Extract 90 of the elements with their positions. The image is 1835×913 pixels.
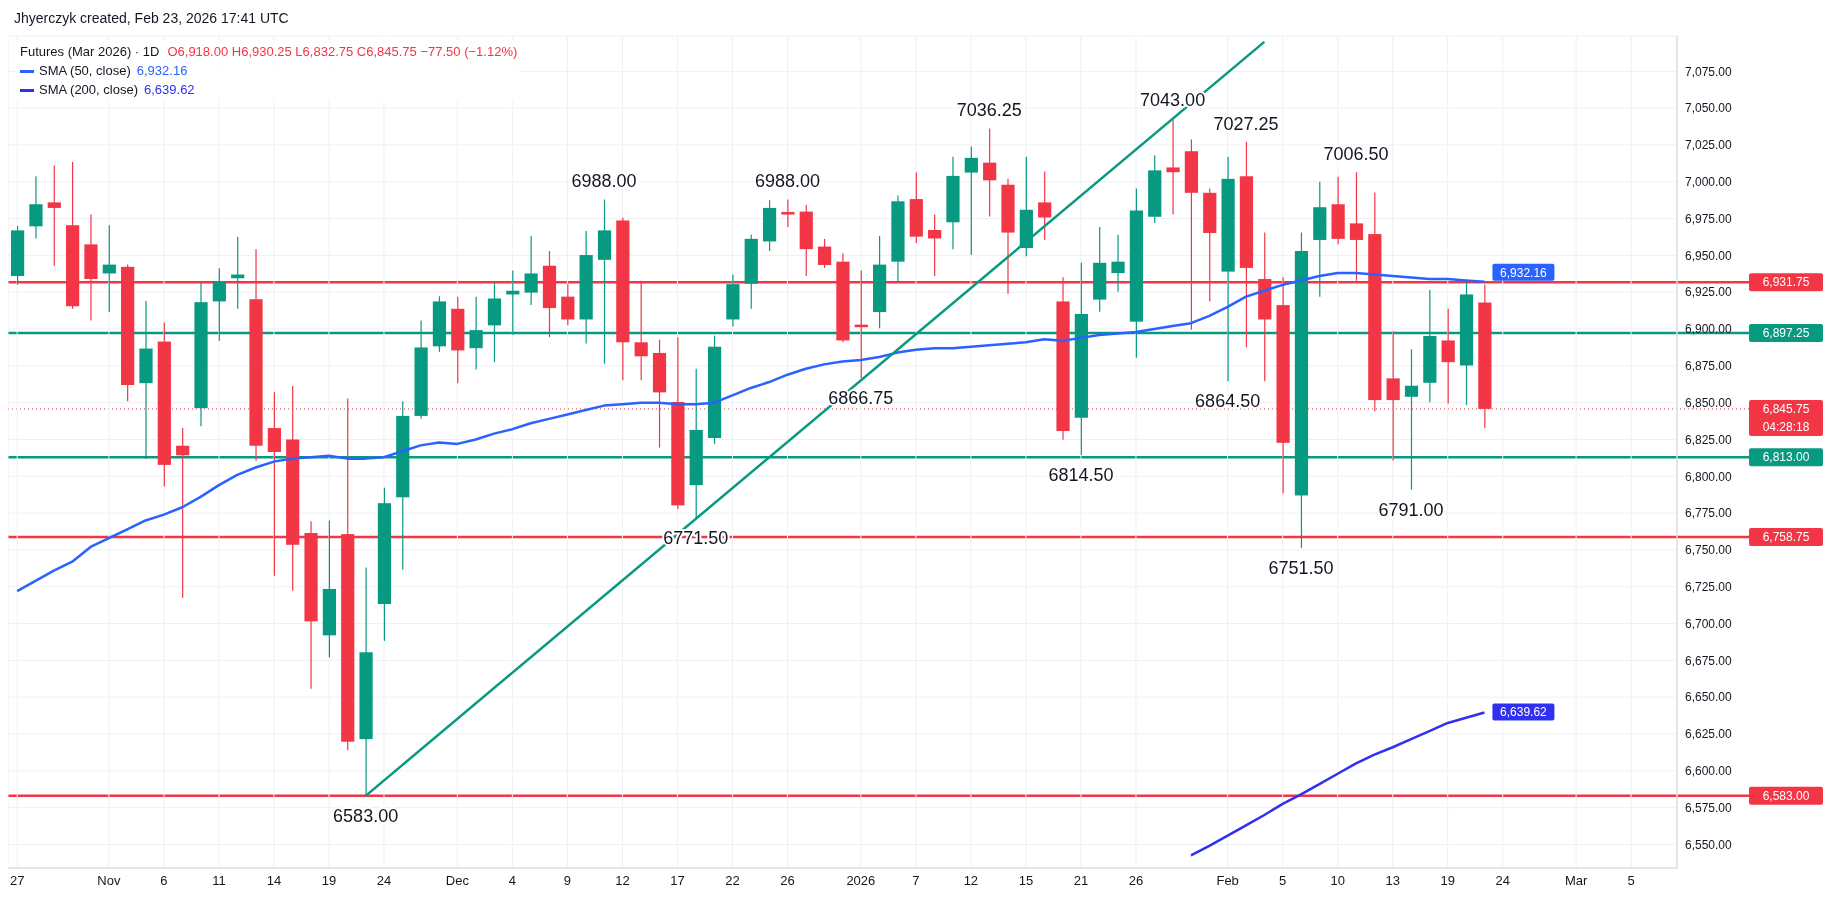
ref-line-label: 6,845.75 04:28:18: [1762, 401, 1810, 434]
x-tick-label: Dec: [445, 873, 470, 889]
x-tick-label: 24: [376, 873, 392, 889]
y-tick-label: 6,725.00: [1685, 580, 1733, 594]
x-tick-label: 6: [160, 873, 168, 889]
x-tick-label: 12: [963, 873, 979, 889]
annotation: 6583.00: [333, 805, 399, 826]
candlestick: [524, 235, 538, 306]
candlestick: [781, 198, 795, 228]
y-tick-label: 6,775.00: [1685, 506, 1733, 521]
y-tick-label: 6,625.00: [1685, 727, 1733, 742]
ref-line-label: 6,583.00: [1762, 788, 1810, 803]
x-tick-label: 17: [670, 873, 685, 889]
data-label: 6,932.16: [1500, 265, 1548, 280]
ref-line-label: 6,813.00: [1762, 450, 1810, 465]
candlestick: [1038, 170, 1052, 241]
ref-line-label: 6,758.75: [1762, 530, 1810, 545]
y-tick-label: 6,550.00: [1685, 837, 1733, 852]
y-tick-label: 7,075.00: [1685, 64, 1733, 79]
text: 6,639.62: [144, 82, 195, 97]
x-tick-label: 26: [1128, 873, 1144, 889]
x-tick-label: 15: [1018, 873, 1034, 889]
x-tick-label: 4: [508, 873, 516, 889]
candlestick: [1386, 330, 1400, 462]
candlestick: [983, 127, 997, 217]
x-tick-label: Nov: [97, 873, 121, 889]
annotation: 7027.25: [1213, 113, 1279, 134]
y-tick-label: 6,975.00: [1685, 211, 1733, 226]
x-tick-label: 5: [1279, 873, 1287, 889]
y-tick-label: 6,800.00: [1685, 469, 1733, 484]
x-tick-label: 9: [563, 873, 572, 889]
text: Jhyerczyk created, Feb 23, 2026 17:41 UTC: [14, 10, 289, 26]
annotation: 6791.00: [1378, 499, 1444, 520]
x-tick-label: 22: [725, 873, 740, 889]
candlestick: [1166, 117, 1180, 216]
y-tick-label: 7,025.00: [1685, 138, 1733, 153]
text: 6,932.16: [136, 63, 188, 78]
x-tick-label: 24: [1495, 873, 1510, 889]
y-tick-label: 6,700.00: [1685, 616, 1733, 631]
x-tick-label: 12: [615, 873, 630, 889]
x-tick-label: 19: [321, 873, 337, 889]
x-tick-label: 26: [780, 873, 795, 889]
x-tick-label: 11: [212, 873, 226, 889]
y-tick-label: 6,925.00: [1685, 285, 1733, 300]
y-tick-label: 6,600.00: [1685, 764, 1733, 779]
y-tick-label: 6,650.00: [1685, 690, 1733, 705]
ref-line-label: 6,931.75: [1762, 275, 1810, 290]
x-tick-label: 10: [1330, 873, 1345, 889]
y-tick-label: 6,825.00: [1685, 432, 1733, 447]
y-tick-label: 7,000.00: [1685, 175, 1733, 190]
candlestick: [29, 175, 43, 240]
line-series: [15, 271, 1486, 593]
annotation: 7006.50: [1323, 144, 1389, 165]
x-tick-label: 2026: [846, 873, 876, 889]
annotation: 6751.50: [1268, 557, 1334, 578]
y-tick-label: 6,875.00: [1685, 359, 1733, 374]
y-tick-label: 6,675.00: [1685, 653, 1733, 668]
annotation: 7036.25: [956, 100, 1022, 121]
x-tick-label: Mar: [1564, 873, 1588, 889]
y-tick-label: 6,575.00: [1685, 800, 1733, 815]
y-tick-label: 7,050.00: [1685, 101, 1733, 116]
candlestick: [1111, 234, 1125, 293]
x-tick-label: 27: [9, 873, 25, 889]
x-tick-label: Feb: [1216, 873, 1239, 889]
data-label: 6,639.62: [1500, 705, 1548, 720]
annotation: 6864.50: [1195, 391, 1261, 412]
annotation: 6988.00: [754, 171, 821, 192]
annotation: 6814.50: [1048, 464, 1114, 485]
y-tick-label: 6,950.00: [1685, 248, 1733, 263]
y-tick-label: 6,850.00: [1685, 395, 1733, 410]
x-tick-label: 7: [912, 873, 920, 889]
candlestick: [561, 283, 575, 326]
x-tick-label: 14: [266, 873, 282, 889]
annotation: 6988.00: [571, 171, 637, 192]
legend-label: SMA (200, close): [39, 82, 138, 97]
y-tick-label: 6,750.00: [1685, 543, 1733, 558]
candlestick: [928, 213, 942, 277]
candlestick: [817, 238, 832, 269]
x-tick-label: 5: [1627, 873, 1635, 889]
legend-label: SMA (50, close): [39, 63, 131, 78]
candlestick: [964, 145, 978, 256]
text: O6,918.00 H6,930.25 L6,832.75 C6,845.75 −77.50 (−1.12%): [167, 44, 518, 59]
candlestick: [1441, 308, 1455, 405]
x-tick-label: 13: [1385, 873, 1400, 889]
ref-line-label: 6,897.25: [1762, 326, 1810, 341]
x-tick-label: 21: [1073, 873, 1089, 889]
line-series: [1189, 711, 1486, 857]
text: Futures (Mar 2026) · 1D: [20, 44, 160, 59]
x-tick-label: 19: [1440, 873, 1455, 889]
candlestick: [47, 164, 61, 267]
